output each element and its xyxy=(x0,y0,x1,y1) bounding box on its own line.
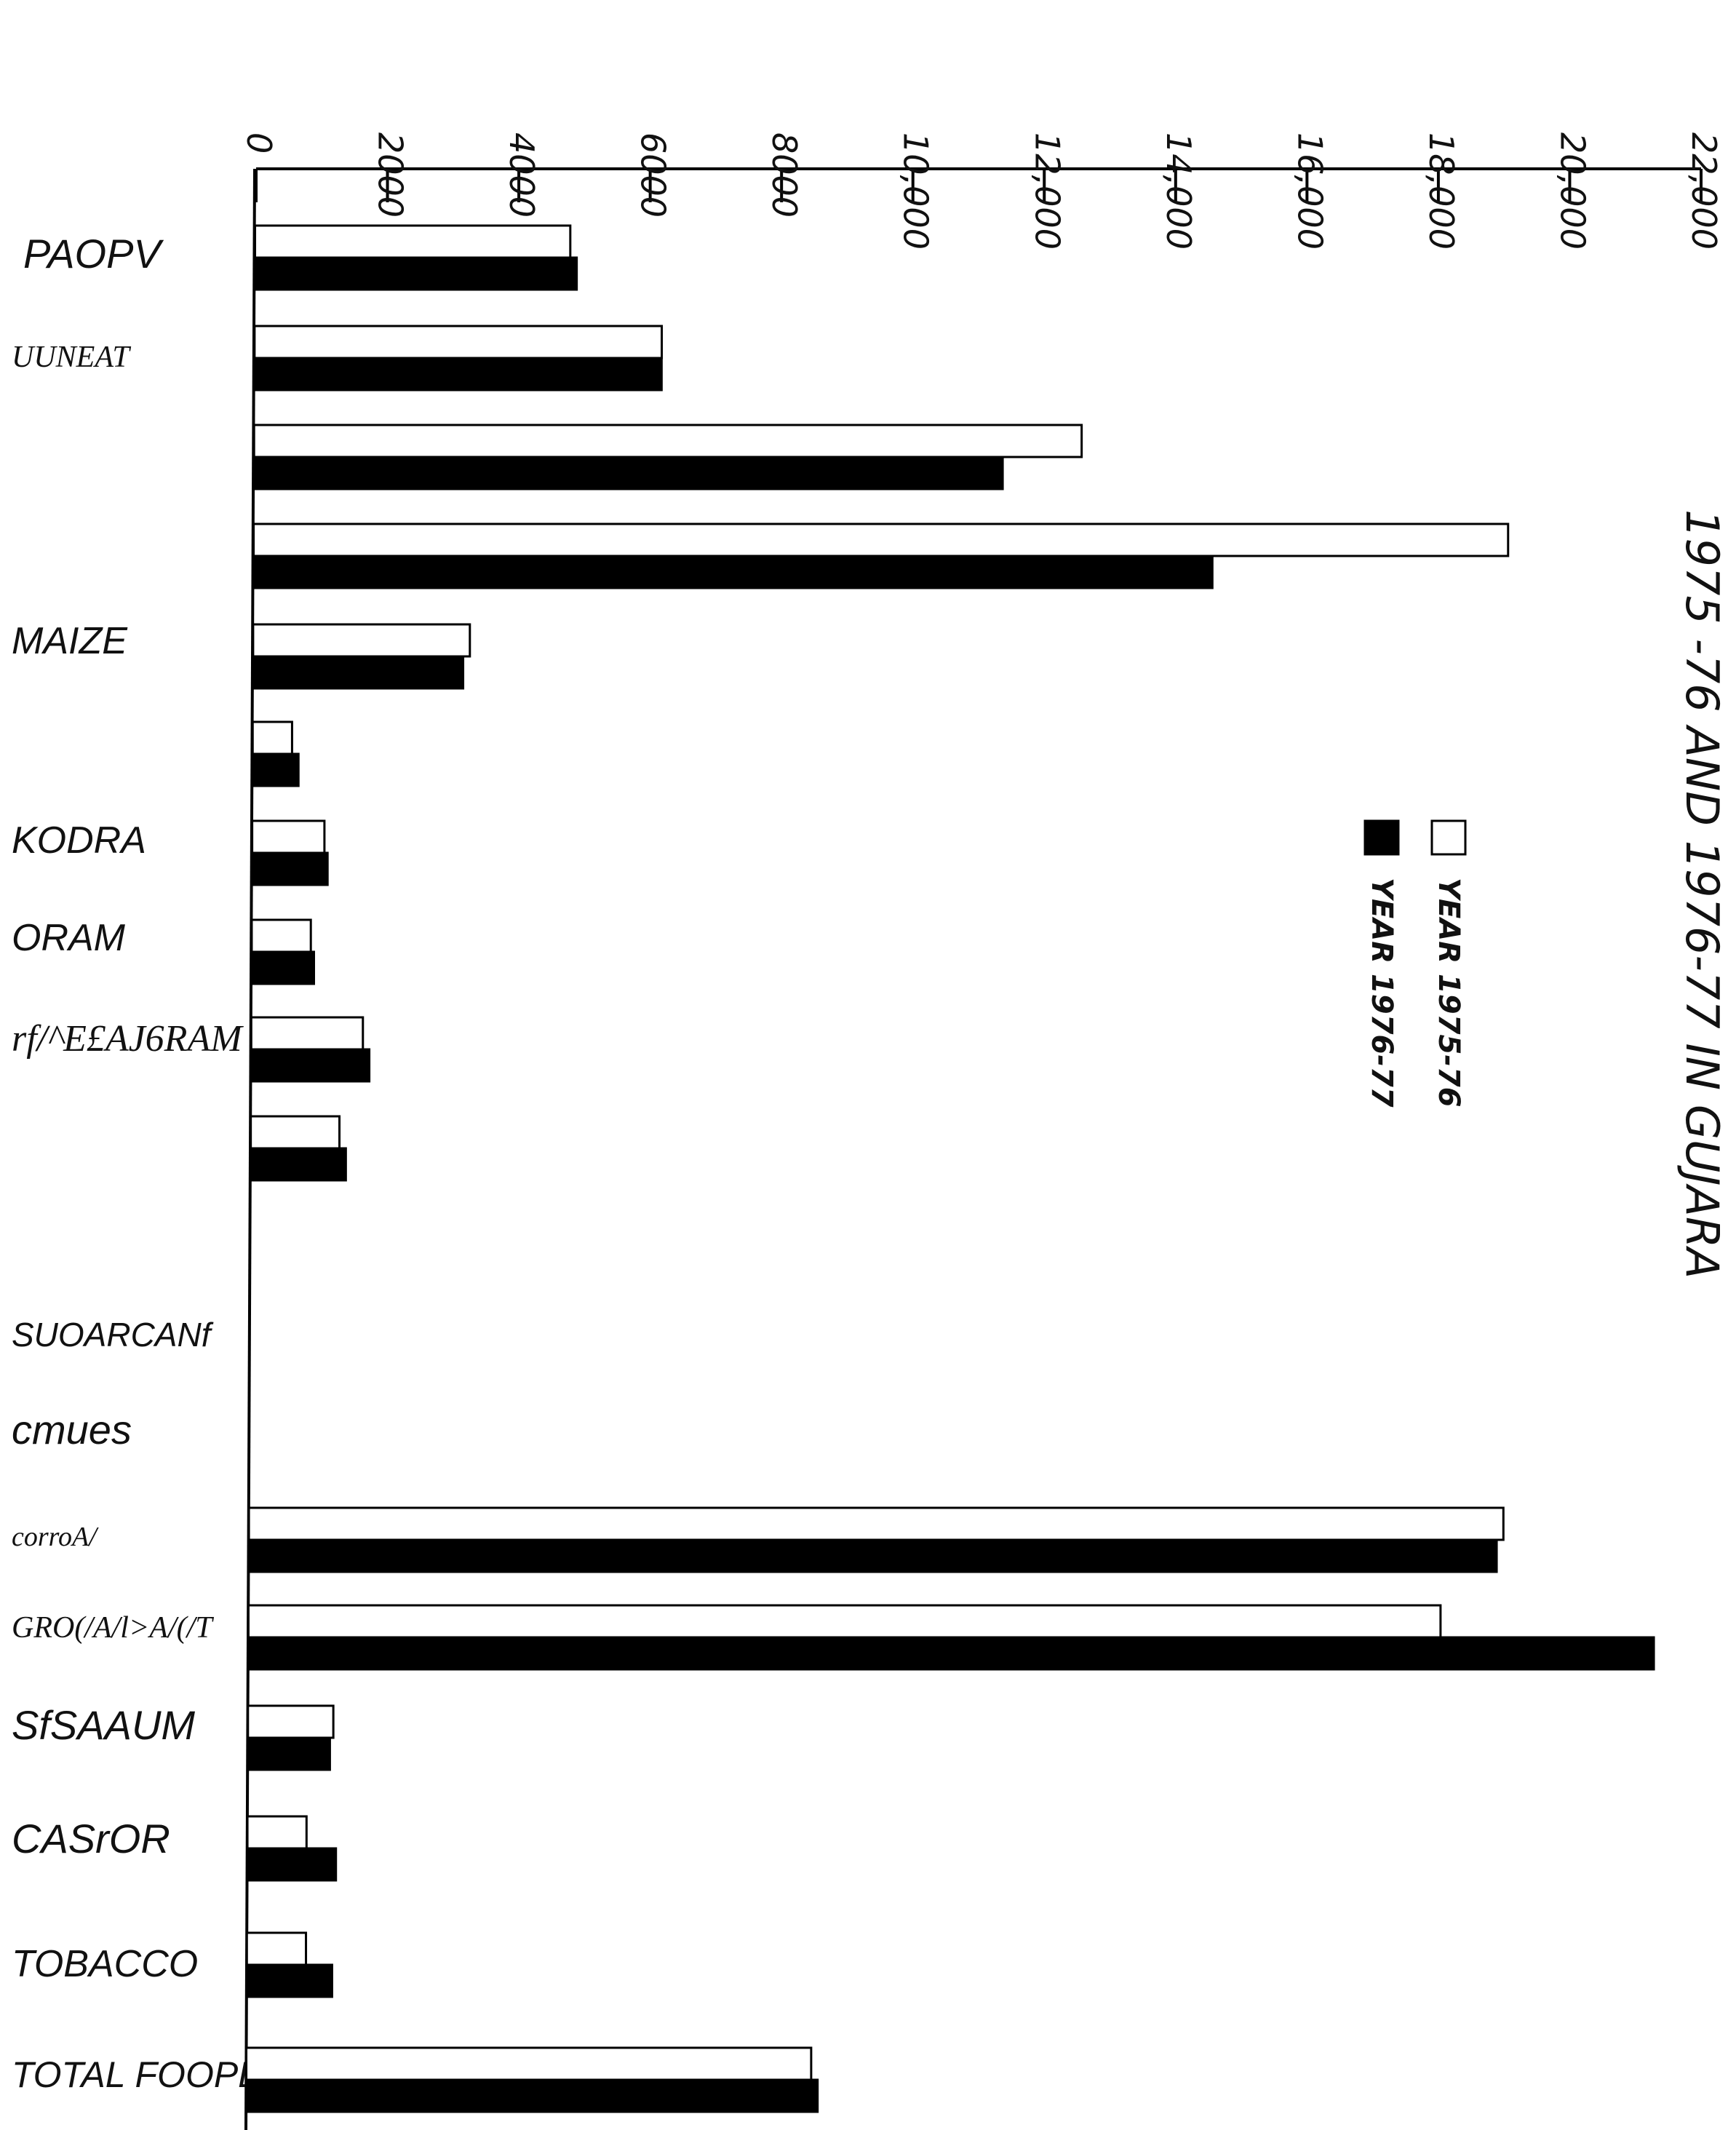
category-label: KODRA xyxy=(12,819,146,862)
bar-year-1975-76 xyxy=(251,819,326,854)
bar-year-1976-77 xyxy=(251,752,300,787)
bar-year-1975-76 xyxy=(250,1115,341,1150)
x-tick-label: 18,000 xyxy=(1422,132,1461,250)
category-label: GRO(/A/l>A/(/T xyxy=(12,1611,214,1645)
bar-year-1976-77 xyxy=(252,456,1004,490)
x-tick-label: 8000 xyxy=(765,132,804,218)
bar-year-1975-76 xyxy=(250,1016,365,1051)
bar-year-1975-76 xyxy=(252,522,1510,557)
category-label: UUNEAT xyxy=(12,341,131,374)
category-label: corroA/ xyxy=(12,1522,99,1552)
bar-year-1976-77 xyxy=(245,1963,333,1998)
bar-year-1975-76 xyxy=(246,1815,308,1850)
legend-label: YEAR 1976-77 xyxy=(1365,878,1398,1108)
x-tick-label: 6000 xyxy=(634,132,673,218)
x-tick-label: 0 xyxy=(239,132,279,154)
bar-year-1976-77 xyxy=(252,655,465,690)
bar-year-1976-77 xyxy=(250,1048,371,1083)
bar-year-1976-77 xyxy=(253,357,663,392)
bar-year-1975-76 xyxy=(247,1604,1442,1639)
x-tick-label: 10,000 xyxy=(896,132,936,250)
bar-year-1976-77 xyxy=(247,1636,1655,1671)
bar-year-1976-77 xyxy=(247,1538,1498,1573)
bar-year-1975-76 xyxy=(245,1931,308,1966)
category-label: SUOARCANf xyxy=(12,1316,214,1354)
bar-year-1976-77 xyxy=(249,1147,347,1182)
bar-year-1975-76 xyxy=(252,623,471,658)
legend-swatch xyxy=(1363,819,1400,856)
bar-year-1976-77 xyxy=(244,2078,819,2113)
bar-year-1976-77 xyxy=(246,1847,338,1882)
x-tick-label: 14,000 xyxy=(1159,132,1198,250)
category-label: cmues xyxy=(12,1407,132,1453)
bar-year-1975-76 xyxy=(247,1704,335,1739)
x-tick-label: 20,000 xyxy=(1553,132,1592,250)
bar-year-1976-77 xyxy=(252,555,1214,589)
bar-year-1976-77 xyxy=(247,1736,331,1771)
category-label: TOBACCO xyxy=(12,1943,198,1985)
bar-year-1975-76 xyxy=(254,224,572,259)
bar-year-1975-76 xyxy=(251,720,293,755)
x-tick-label: 2000 xyxy=(371,132,410,218)
category-label: PAOPV xyxy=(23,231,164,277)
bar-year-1976-77 xyxy=(253,256,578,291)
bar-year-1975-76 xyxy=(253,325,664,359)
bar-year-1976-77 xyxy=(250,851,329,886)
bar-year-1975-76 xyxy=(245,2046,813,2081)
x-tick-label: 22,000 xyxy=(1684,132,1724,250)
legend: YEAR 1975-76 YEAR 1976-77 xyxy=(1363,819,1467,1108)
bar-year-1975-76 xyxy=(247,1506,1505,1541)
bars xyxy=(244,224,1655,2113)
category-label: ORAM xyxy=(12,917,126,959)
x-tick-label: 12,000 xyxy=(1027,132,1067,250)
category-label: MAIZE xyxy=(12,620,128,662)
bar-year-1975-76 xyxy=(252,424,1083,458)
x-tick-label: 4000 xyxy=(502,132,541,218)
x-tick-label: 16,000 xyxy=(1290,132,1329,250)
category-label: rf/^E£AJ6RAM xyxy=(12,1018,244,1060)
legend-label: YEAR 1975-76 xyxy=(1432,878,1465,1108)
bar-year-1976-77 xyxy=(250,950,316,985)
chart-title: 1975 -76 AND 1976-77 IN GUJARA xyxy=(1676,509,1729,1279)
category-label: SfSAAUM xyxy=(12,1702,195,1748)
bar-year-1975-76 xyxy=(250,918,312,953)
category-label: CASrOR xyxy=(12,1816,170,1861)
legend-swatch xyxy=(1430,819,1467,856)
